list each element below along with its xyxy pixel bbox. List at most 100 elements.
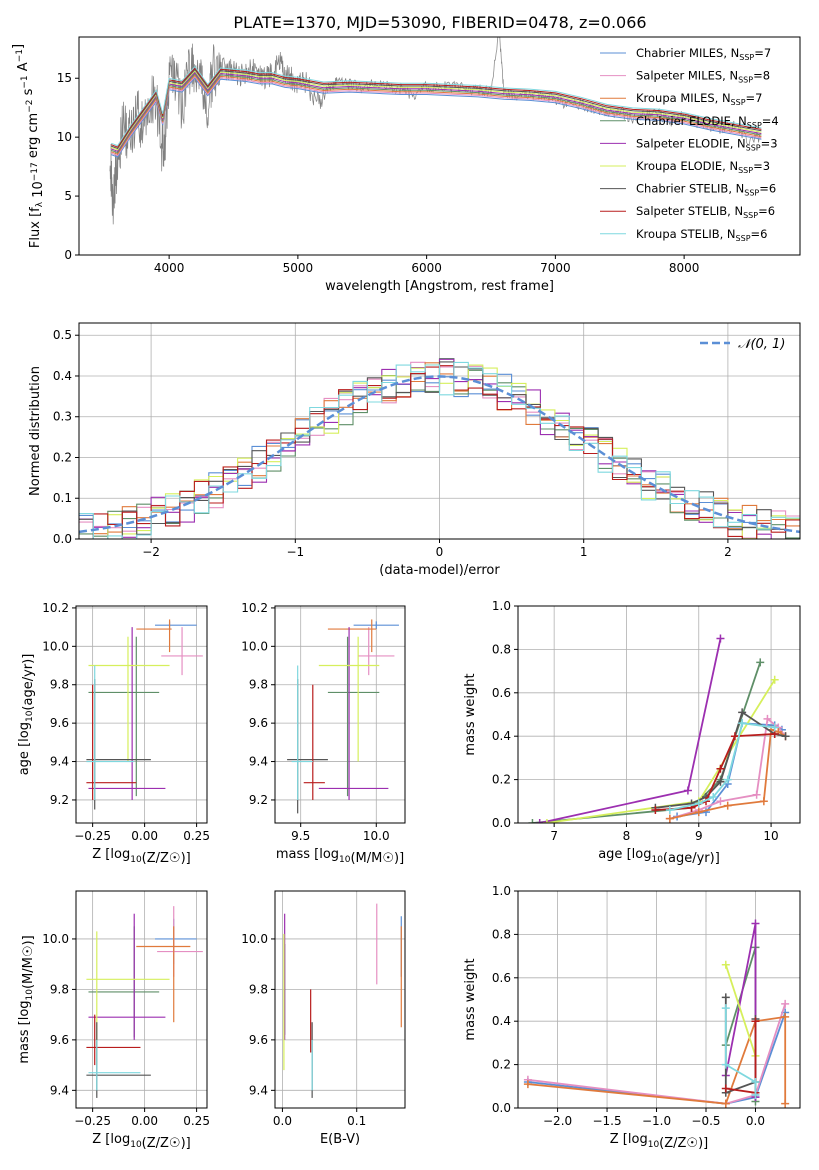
panel-residual_hist: −2 −1 0 1 2 0.0 0.1 0.2 0.3 0.4 0.5 (data-model)/er… [28, 322, 801, 578]
panel-spectrum: 4000 5000 6000 7000 8000 0 5 10 15 wavelength [An… [11, 36, 801, 294]
y-tick-label: 9.6 [249, 1033, 268, 1047]
x-tick-label: 5000 [283, 261, 314, 275]
panel-mass_vs_ebv: 0.0 0.1 9.4 9.6 9.8 10.0 E(B-V) [241, 890, 406, 1147]
weight-marker [716, 797, 725, 806]
panel-mass_vs_Z: −0.25 0.00 0.25 9.4 9.6 9.8 10.0 Z [log10(Z/Z☉)… [17, 890, 210, 1151]
weight-line [724, 964, 757, 1057]
x-tick-label: −1.5 [592, 1114, 621, 1128]
y-tick-label: 9.8 [249, 678, 268, 692]
weight-marker [535, 819, 544, 823]
panel-weights_vs_age: 7 8 9 10 0.0 0.2 0.4 0.6 0.8 1.0 age [log10(age/yr… [463, 599, 801, 866]
plot-area [283, 903, 402, 1098]
weight-marker [756, 658, 765, 667]
x-axis-label: age [log10(age/yr)] [598, 847, 720, 866]
legend-label: Kroupa ELODIE, NSSP=3 [636, 159, 770, 175]
y-axis-label: age [log10(age/yr)] [17, 654, 36, 776]
weight-marker [770, 675, 779, 684]
y-tick-label: 15 [57, 71, 72, 85]
y-tick-label: 9.8 [50, 982, 69, 996]
plot-area [109, 37, 762, 225]
y-tick-label: 0.5 [53, 328, 72, 342]
x-tick-label: 9 [695, 829, 703, 843]
y-tick-label: 10.2 [241, 601, 268, 615]
weight-marker [759, 797, 768, 806]
y-axis-label: Normed distribution [28, 366, 43, 496]
x-tick-label: 10 [763, 829, 778, 843]
x-tick-label: 10.0 [363, 829, 390, 843]
x-tick-label: 7 [550, 829, 558, 843]
model-spectrum-line [111, 65, 762, 147]
weight-line [546, 679, 776, 823]
weight-line [527, 1003, 787, 1105]
x-tick-label: −1 [286, 545, 304, 559]
x-tick-label: 0.00 [131, 829, 158, 843]
y-tick-label: 9.6 [50, 716, 69, 730]
y-tick-label: 0.0 [492, 1101, 511, 1115]
weight-marker [683, 786, 692, 795]
x-tick-label: 4000 [154, 261, 185, 275]
y-tick-label: 0.1 [53, 491, 72, 505]
x-tick-label: −0.5 [691, 1114, 720, 1128]
y-axis-label: mass weight [463, 958, 478, 1040]
y-tick-label: 10.0 [42, 932, 69, 946]
y-tick-label: 1.0 [492, 884, 511, 898]
y-tick-label: 0.2 [492, 773, 511, 787]
weight-marker [738, 719, 747, 728]
legend-label: Salpeter MILES, NSSP=8 [636, 69, 770, 85]
x-axis-label: Z [log10(Z/Z☉)] [92, 1132, 190, 1151]
y-axis-label: mass [log10(M/M☉)] [17, 935, 36, 1063]
x-axis-label: mass [log10(M/M☉)] [276, 847, 404, 866]
x-tick-label: 8000 [669, 261, 700, 275]
normal-curve [79, 375, 800, 534]
weight-marker [709, 792, 718, 801]
weight-marker [721, 1084, 730, 1093]
axes-frame [274, 605, 406, 824]
y-axis-label: Flux [fλ 10−17 erg cm−2 s−1 A−1] [11, 44, 46, 248]
legend-label: Kroupa STELIB, NSSP=6 [636, 227, 767, 243]
y-tick-label: 9.8 [50, 678, 69, 692]
y-tick-label: 9.6 [249, 716, 268, 730]
x-tick-label: −2.0 [543, 1114, 572, 1128]
y-tick-label: 0.0 [492, 816, 511, 830]
x-tick-label: −0.25 [74, 1114, 111, 1128]
weight-marker [721, 1004, 730, 1013]
x-tick-label: 9.5 [291, 829, 310, 843]
weight-marker [763, 714, 772, 723]
y-tick-label: 10 [57, 130, 72, 144]
y-tick-label: 10.0 [42, 639, 69, 653]
y-tick-label: 0.2 [53, 450, 72, 464]
plot-area [287, 619, 399, 814]
x-tick-label: 0.0 [746, 1114, 765, 1128]
plot-area [528, 634, 790, 823]
x-axis-label: wavelength [Angstrom, rest frame] [325, 279, 554, 294]
y-tick-label: 9.4 [50, 1083, 69, 1097]
weight-marker [665, 805, 674, 814]
axes-frame [517, 605, 801, 824]
weight-marker [716, 634, 725, 643]
plot-area [86, 906, 203, 1098]
y-tick-label: 0.4 [492, 1014, 511, 1028]
y-tick-label: 9.2 [50, 793, 69, 807]
weight-marker [751, 1017, 760, 1026]
y-tick-label: 0.8 [492, 642, 511, 656]
weight-marker [738, 708, 747, 717]
y-tick-label: 0.6 [492, 971, 511, 985]
weight-marker [694, 808, 703, 817]
y-tick-label: 0.0 [53, 532, 72, 546]
weight-line [539, 638, 722, 823]
weight-marker [723, 801, 732, 810]
x-axis-label: E(B-V) [320, 1132, 360, 1147]
weight-line [669, 722, 775, 811]
axes-frame [75, 605, 208, 824]
y-tick-label: 1.0 [492, 599, 511, 613]
y-tick-label: 0.3 [53, 410, 72, 424]
x-tick-label: −0.25 [74, 829, 111, 843]
weight-line [527, 1012, 787, 1105]
x-tick-label: 0.25 [183, 1114, 210, 1128]
x-tick-label: 6000 [411, 261, 442, 275]
y-tick-label: 9.4 [249, 755, 268, 769]
y-tick-label: 5 [64, 189, 72, 203]
x-axis-label: Z [log10(Z/Z☉)] [610, 1132, 708, 1151]
y-tick-label: 9.2 [249, 793, 268, 807]
